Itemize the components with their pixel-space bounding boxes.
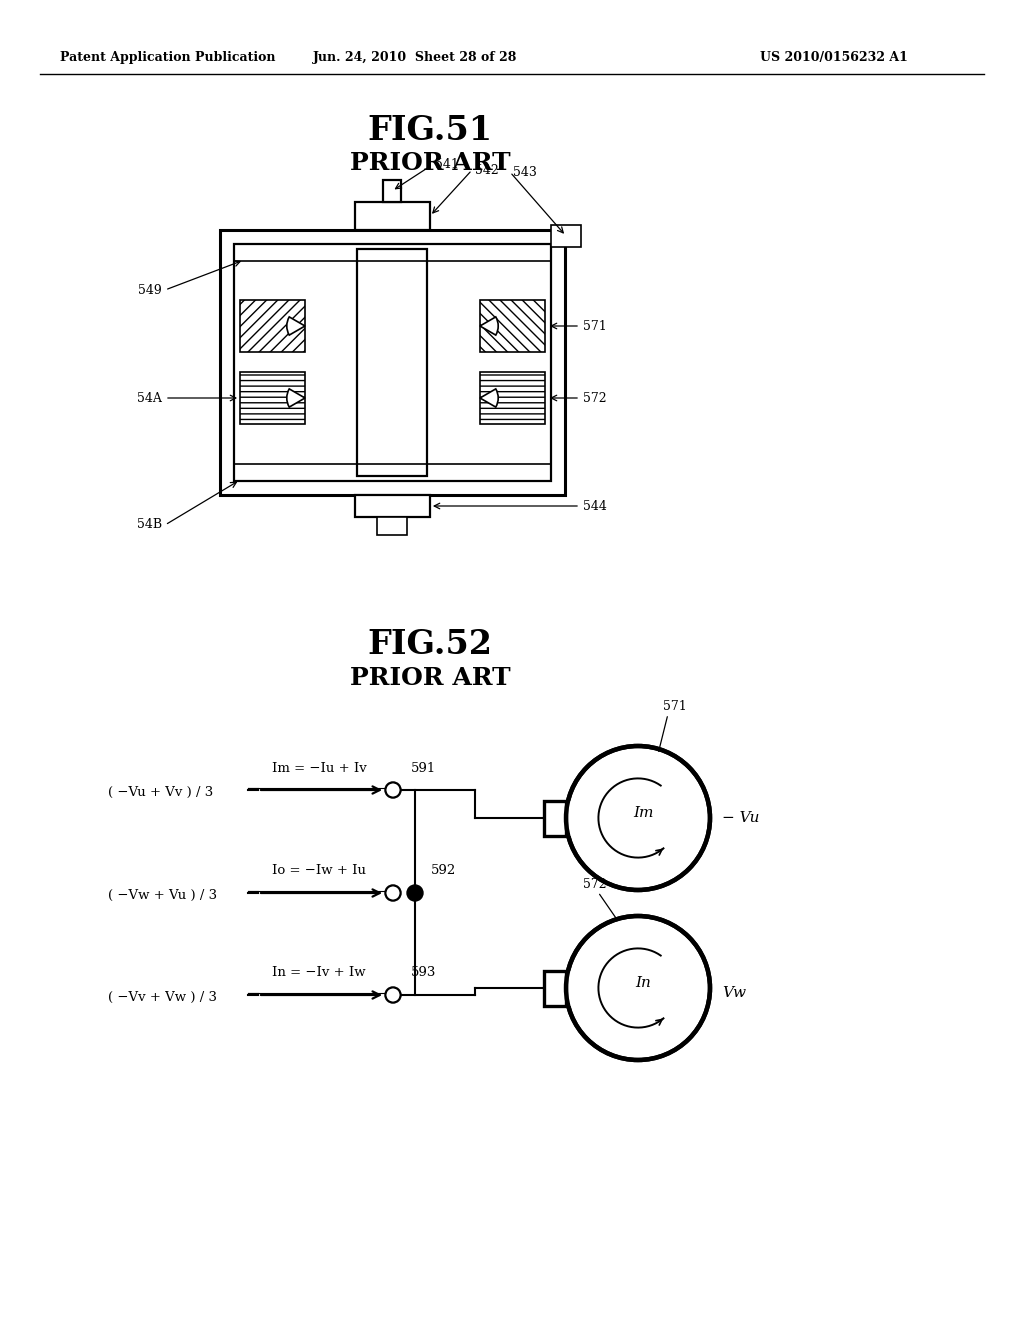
Text: FIG.52: FIG.52 (368, 628, 493, 661)
Text: ( −Vw + Vu ) / 3: ( −Vw + Vu ) / 3 (108, 888, 217, 902)
Text: 571: 571 (583, 319, 607, 333)
Bar (544, 970, 577, 1006)
Bar (240, 372, 305, 424)
Bar (544, 800, 577, 836)
Text: Io = −Iw + Iu: Io = −Iw + Iu (272, 865, 366, 878)
Text: − Vu: − Vu (722, 810, 760, 825)
Text: PRIOR ART: PRIOR ART (349, 150, 510, 176)
Bar (544, 800, 566, 836)
Text: 572: 572 (583, 878, 606, 891)
Bar (357, 249, 427, 477)
Text: In = −Iv + Iw: In = −Iv + Iw (272, 966, 366, 979)
Text: Vw: Vw (722, 986, 746, 1001)
Text: 593: 593 (411, 966, 436, 979)
Text: 571: 571 (663, 700, 687, 713)
Text: US 2010/0156232 A1: US 2010/0156232 A1 (760, 51, 908, 65)
Text: FIG.51: FIG.51 (368, 114, 493, 147)
Text: 54B: 54B (137, 519, 162, 532)
Wedge shape (480, 389, 499, 407)
Bar (480, 372, 545, 424)
Text: 544: 544 (583, 499, 607, 512)
Bar (234, 244, 551, 480)
Wedge shape (480, 317, 499, 335)
Bar (220, 230, 565, 495)
Text: Patent Application Publication: Patent Application Publication (60, 51, 275, 65)
Text: 591: 591 (411, 762, 436, 775)
Text: In: In (635, 975, 651, 990)
Text: 54A: 54A (137, 392, 162, 404)
Text: Im = −Iu + Iv: Im = −Iu + Iv (272, 762, 367, 775)
Circle shape (387, 887, 398, 899)
Bar (355, 495, 430, 517)
Text: 572: 572 (583, 392, 606, 404)
Text: 542: 542 (475, 164, 499, 177)
Bar (480, 300, 545, 352)
Text: PRIOR ART: PRIOR ART (349, 667, 510, 690)
Text: Jun. 24, 2010  Sheet 28 of 28: Jun. 24, 2010 Sheet 28 of 28 (312, 51, 517, 65)
Text: ( −Vv + Vw ) / 3: ( −Vv + Vw ) / 3 (108, 990, 217, 1003)
Wedge shape (287, 317, 305, 335)
Bar (240, 300, 305, 352)
Bar (544, 970, 566, 1006)
Wedge shape (287, 389, 305, 407)
Circle shape (387, 784, 398, 796)
Bar (383, 180, 401, 202)
Text: ( −Vu + Vv ) / 3: ( −Vu + Vv ) / 3 (108, 785, 213, 799)
Circle shape (387, 989, 398, 1001)
Text: 549: 549 (138, 284, 162, 297)
Text: 592: 592 (431, 865, 457, 878)
Text: Im: Im (633, 807, 653, 820)
Bar (551, 224, 581, 247)
Text: 543: 543 (513, 165, 537, 178)
Circle shape (407, 884, 423, 902)
Bar (355, 202, 430, 230)
Bar (377, 517, 407, 535)
Text: 541: 541 (435, 158, 459, 172)
